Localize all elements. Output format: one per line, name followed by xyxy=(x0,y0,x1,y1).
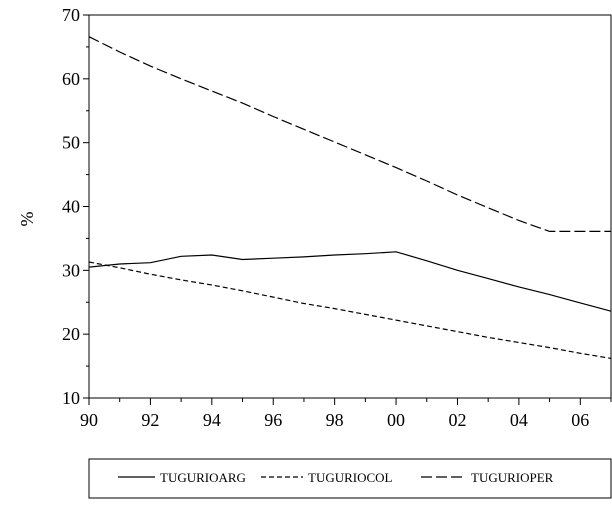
x-tick-label: 00 xyxy=(387,410,405,430)
x-tick-label: 92 xyxy=(141,410,159,430)
x-tick-label: 98 xyxy=(326,410,344,430)
legend-label-tugurioarg: TUGURIOARG xyxy=(160,470,246,485)
y-axis: 10 20 30 40 50 60 70 xyxy=(62,5,89,408)
series-line-tuguriocol xyxy=(88,261,612,359)
y-tick-label: 40 xyxy=(62,197,80,217)
x-tick-label: 90 xyxy=(80,410,98,430)
y-tick-label: 10 xyxy=(62,388,80,408)
y-tick-label: 60 xyxy=(62,69,80,89)
plot-area xyxy=(88,14,612,399)
legend-label-tugurioper: TUGURIOPER xyxy=(471,470,554,485)
y-tick-label: 20 xyxy=(62,324,80,344)
y-tick-label: 30 xyxy=(62,260,80,280)
x-tick-label: 04 xyxy=(510,410,528,430)
x-tick-label: 94 xyxy=(203,410,221,430)
legend: TUGURIOARG TUGURIOCOL TUGURIOPER xyxy=(88,458,612,499)
series-line-tugurioarg xyxy=(88,251,612,312)
series-layer xyxy=(88,36,612,359)
y-tick-label: 70 xyxy=(62,5,80,25)
plot-frame xyxy=(88,14,612,399)
y-tick-label: 50 xyxy=(62,133,80,153)
x-tick-label: 96 xyxy=(264,410,282,430)
x-axis: 90 92 94 96 98 00 02 04 06 xyxy=(80,398,612,430)
x-tick-label: 02 xyxy=(448,410,466,430)
legend-label-tuguriocol: TUGURIOCOL xyxy=(308,470,393,485)
legend-box xyxy=(88,458,612,499)
x-tick-label: 06 xyxy=(571,410,589,430)
y-axis-title: % xyxy=(17,212,37,227)
series-line-tugurioper xyxy=(88,36,611,232)
